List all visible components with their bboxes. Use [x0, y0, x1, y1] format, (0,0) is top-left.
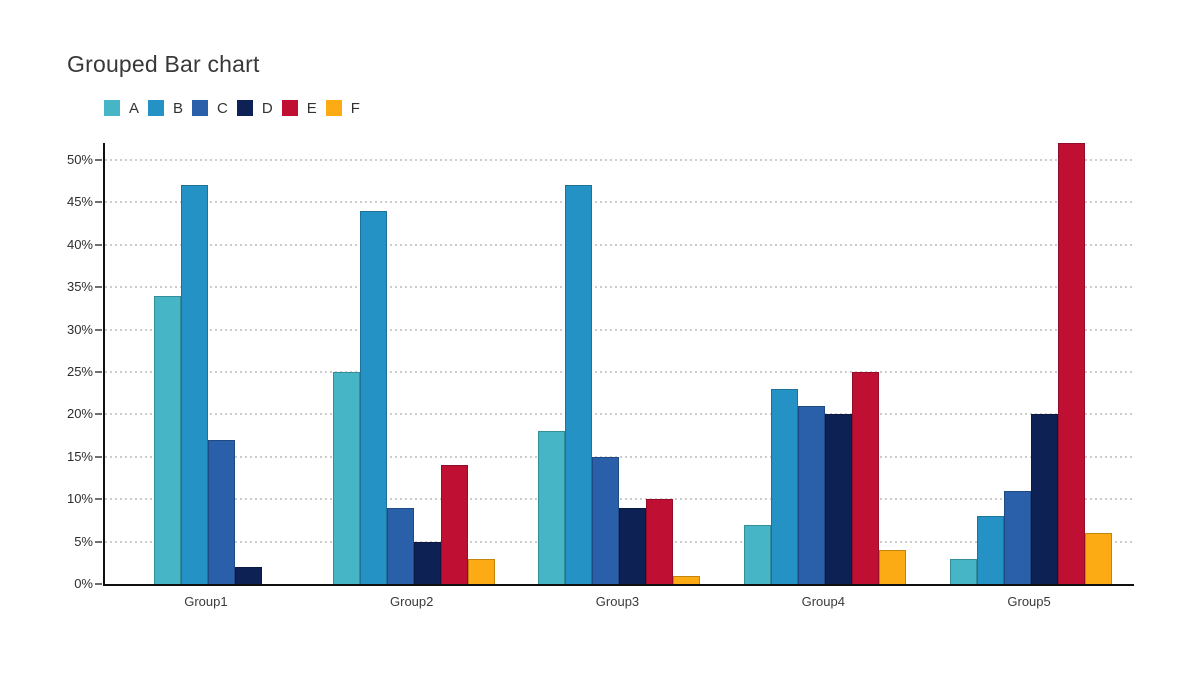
y-tick-label: 20%	[66, 406, 93, 422]
y-tick-mark	[95, 370, 102, 373]
x-axis-label-group4: Group4	[801, 594, 845, 609]
y-tick-mark	[95, 286, 102, 289]
y-tick-label: 30%	[66, 321, 93, 337]
bar-group1-series-C[interactable]	[207, 440, 235, 584]
legend-swatch-icon	[104, 100, 120, 116]
bar-group2-series-E[interactable]	[440, 465, 468, 584]
legend-item-E[interactable]: E	[281, 99, 317, 117]
y-tick-label: 15%	[66, 448, 93, 464]
bar-group-group4	[722, 143, 928, 584]
bar-group3-series-D[interactable]	[619, 508, 647, 584]
y-tick-label: 35%	[66, 279, 93, 295]
legend-label: F	[350, 99, 360, 117]
bar-group3-series-E[interactable]	[646, 499, 674, 584]
x-axis-label-group2: Group2	[390, 594, 434, 609]
bar-group2-series-F[interactable]	[467, 559, 495, 584]
gridline	[105, 370, 1134, 373]
gridline	[105, 413, 1134, 416]
bar-group4-series-A[interactable]	[744, 525, 772, 584]
bar-group1-series-A[interactable]	[153, 296, 181, 584]
bar-group2-series-C[interactable]	[386, 508, 414, 584]
legend-item-A[interactable]: A	[104, 100, 139, 117]
y-tick-mark	[95, 201, 102, 204]
y-tick-mark	[95, 540, 102, 543]
gridline	[105, 243, 1134, 246]
y-tick-label: 0%	[74, 576, 93, 591]
legend-label: E	[306, 99, 317, 117]
legend-item-F[interactable]: F	[325, 99, 360, 117]
y-tick-mark	[95, 158, 102, 161]
x-axis-label-group3: Group3	[595, 594, 640, 609]
chart-legend: A B C D E F	[104, 99, 369, 117]
y-tick-mark	[95, 498, 102, 501]
gridline	[105, 455, 1134, 458]
bar-group4-series-D[interactable]	[825, 414, 853, 584]
x-axis-label-group5: Group5	[1007, 594, 1051, 609]
bar-group-group5	[928, 143, 1134, 584]
bar-group4-series-F[interactable]	[879, 550, 907, 584]
bar-group4-series-B[interactable]	[771, 389, 799, 584]
chart-title: Grouped Bar chart	[67, 51, 260, 77]
x-axis-labels: Group1 Group2 Group3 Group4 Group5	[103, 594, 1132, 609]
gridline	[105, 201, 1134, 204]
bar-group1-series-D[interactable]	[234, 567, 262, 584]
bar-group2-series-B[interactable]	[359, 211, 387, 584]
bar-group3-series-F[interactable]	[673, 576, 701, 584]
bar-group3-series-A[interactable]	[538, 431, 566, 584]
legend-label: B	[173, 99, 184, 117]
plot-area	[103, 143, 1134, 586]
y-tick-label: 5%	[74, 533, 93, 549]
gridline	[105, 328, 1134, 331]
bar-group2-series-D[interactable]	[413, 542, 441, 584]
x-axis-label-group1: Group1	[184, 594, 228, 609]
y-tick-label: 50%	[66, 151, 93, 167]
gridline	[105, 498, 1134, 501]
y-tick-mark	[95, 243, 102, 246]
legend-swatch-icon	[281, 100, 298, 116]
bar-group-group2	[311, 143, 517, 584]
legend-label: A	[129, 99, 140, 117]
legend-label: D	[261, 99, 273, 117]
y-tick-label: 45%	[66, 194, 93, 210]
legend-label: C	[217, 99, 228, 117]
y-tick-label: 10%	[66, 491, 93, 507]
legend-swatch-icon	[192, 100, 209, 116]
y-tick-label: 40%	[66, 236, 93, 252]
bar-group5-series-E[interactable]	[1058, 143, 1086, 584]
bar-group5-series-A[interactable]	[950, 559, 978, 584]
bar-group5-series-F[interactable]	[1085, 533, 1113, 584]
bar-group2-series-A[interactable]	[332, 372, 360, 584]
legend-item-D[interactable]: D	[236, 99, 273, 117]
y-tick-mark	[95, 328, 102, 331]
bar-groups	[105, 143, 1134, 584]
legend-swatch-icon	[325, 100, 342, 116]
legend-item-C[interactable]: C	[192, 100, 228, 117]
gridline	[105, 158, 1134, 161]
bar-group4-series-C[interactable]	[798, 406, 826, 584]
y-tick-mark	[95, 455, 102, 458]
y-tick-mark	[95, 413, 102, 416]
bar-group3-series-B[interactable]	[565, 185, 593, 584]
bar-group-group1	[105, 143, 311, 584]
legend-swatch-icon	[148, 100, 165, 116]
bar-group3-series-C[interactable]	[592, 457, 620, 584]
bar-group5-series-B[interactable]	[977, 516, 1005, 584]
y-tick-label: 25%	[66, 363, 93, 379]
bar-group-group3	[517, 143, 723, 584]
legend-item-B[interactable]: B	[148, 100, 183, 117]
bar-group1-series-B[interactable]	[180, 185, 208, 584]
bar-group5-series-D[interactable]	[1031, 414, 1059, 584]
gridline	[105, 286, 1134, 289]
y-tick-mark	[95, 583, 102, 585]
bar-group4-series-E[interactable]	[852, 372, 880, 584]
bar-group5-series-C[interactable]	[1004, 491, 1032, 584]
legend-swatch-icon	[236, 100, 253, 116]
